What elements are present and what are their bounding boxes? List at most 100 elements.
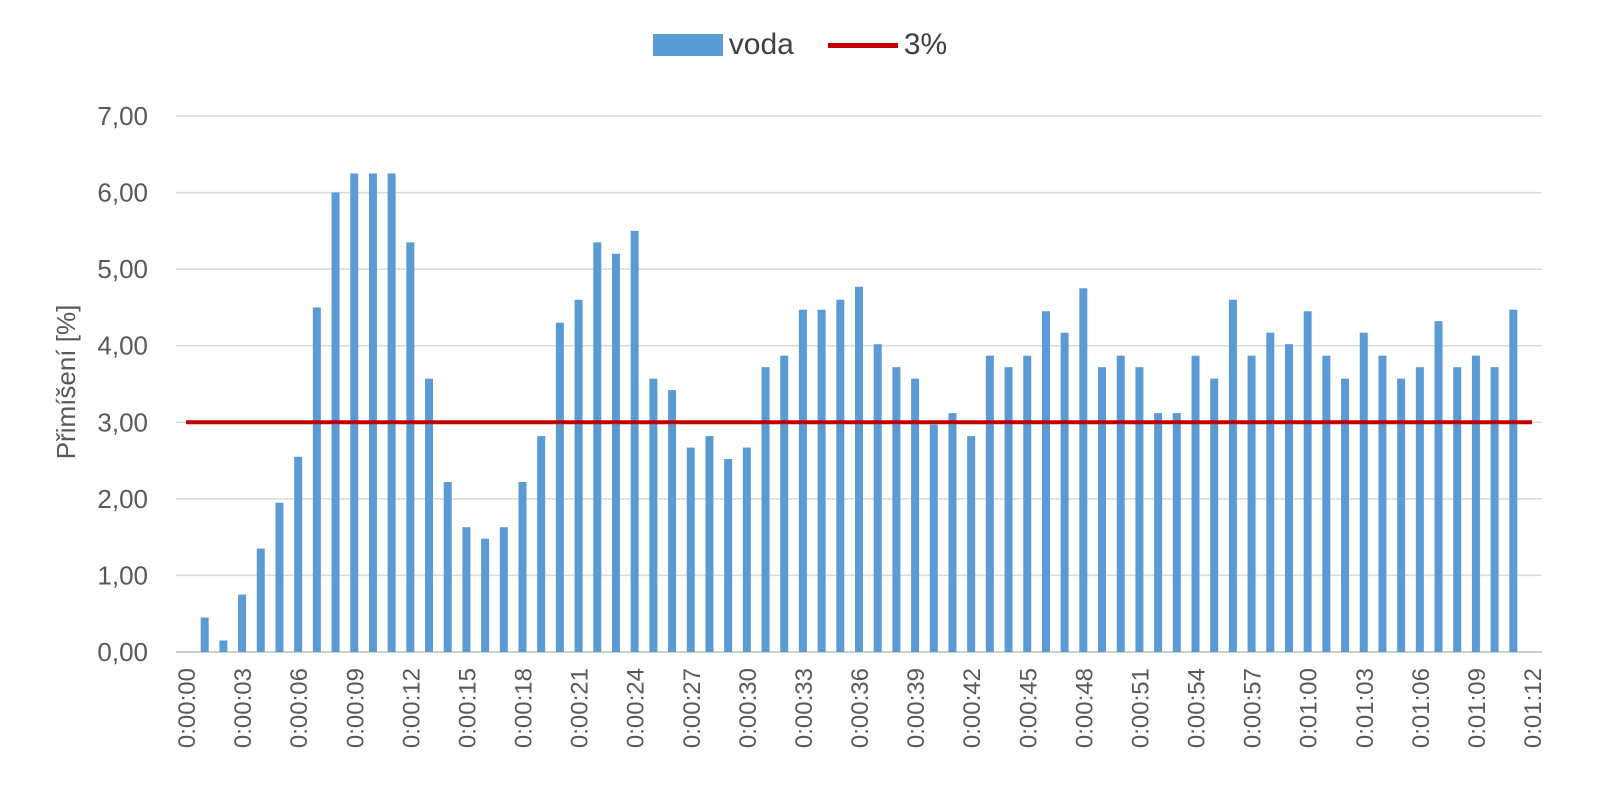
x-tick-label: 0:01:12	[1520, 668, 1547, 748]
bar-voda	[238, 594, 247, 652]
bar-voda	[649, 378, 658, 652]
bar-voda	[1509, 309, 1518, 652]
bar-voda	[1191, 355, 1200, 652]
bar-voda	[537, 436, 546, 652]
x-tick-label: 0:00:18	[511, 668, 538, 748]
bar-voda	[1341, 378, 1350, 652]
y-tick-label: 0,00	[97, 637, 148, 667]
x-tick-label: 0:00:48	[1071, 668, 1098, 748]
y-tick-label: 6,00	[97, 178, 148, 208]
y-tick-label: 4,00	[97, 331, 148, 361]
x-tick-label: 0:00:21	[567, 668, 594, 748]
x-tick-label: 0:01:09	[1464, 668, 1491, 748]
bar-voda	[611, 253, 620, 653]
bar-voda	[742, 447, 751, 652]
bar-voda	[948, 413, 957, 652]
bar-voda	[1210, 378, 1219, 652]
bar-voda	[387, 173, 396, 652]
bar-voda	[1004, 367, 1013, 652]
bar-voda	[219, 640, 228, 652]
bar-voda	[462, 527, 471, 652]
bar-voda	[798, 309, 807, 652]
bar-voda	[761, 367, 770, 652]
x-tick-label: 0:01:06	[1408, 668, 1435, 748]
legend-label-voda: voda	[728, 28, 794, 61]
legend: voda 3%	[0, 28, 1600, 62]
bar-voda	[481, 538, 490, 652]
x-tick-label: 0:00:39	[903, 668, 930, 748]
bar-voda	[1434, 321, 1443, 652]
bar-voda	[967, 436, 976, 652]
x-tick-label: 0:00:51	[1127, 668, 1154, 748]
bar-voda	[1247, 355, 1256, 652]
bar-voda	[873, 344, 882, 652]
bar-voda	[1116, 355, 1125, 652]
bar-voda	[686, 447, 695, 652]
x-tick-label: 0:00:15	[454, 668, 481, 748]
x-tick-label: 0:00:33	[791, 668, 818, 748]
bar-voda	[855, 286, 863, 652]
x-tick-label: 0:00:27	[679, 668, 706, 748]
bar-voda	[275, 502, 284, 652]
bar-voda	[929, 424, 938, 652]
bar-voda	[1415, 367, 1424, 652]
bar-voda	[200, 617, 209, 652]
bar-voda	[892, 367, 901, 652]
y-axis-label: Přimíšení [%]	[51, 305, 81, 460]
bar-voda	[574, 299, 583, 652]
x-tick-labels: 0:00:00 0:00:03 0:00:06 0:00:09 0:00:12 0:00:…	[174, 668, 1547, 748]
x-tick-label: 0:00:57	[1240, 668, 1267, 748]
y-tick-label: 3,00	[97, 407, 148, 437]
y-tick-label: 1,00	[97, 560, 148, 590]
bar-voda	[312, 307, 321, 652]
bar-voda	[425, 378, 434, 652]
bar-voda	[1490, 367, 1499, 652]
x-tick-label: 0:00:09	[342, 668, 369, 748]
bar-voda	[1079, 288, 1088, 652]
bar-voda	[668, 390, 677, 652]
bar-voda	[350, 173, 359, 652]
x-tick-label: 0:00:45	[1015, 668, 1042, 748]
bar-voda	[1284, 344, 1293, 652]
bar-voda	[555, 322, 564, 652]
x-tick-label: 0:00:36	[847, 668, 874, 748]
bar-voda	[1228, 299, 1237, 652]
legend-item-threshold: 3%	[827, 28, 947, 62]
bar-voda	[368, 173, 377, 652]
x-tick-label: 0:00:12	[398, 668, 425, 748]
bar-voda	[780, 355, 789, 652]
legend-swatch-threshold	[827, 42, 898, 48]
x-tick-label: 0:00:03	[230, 668, 257, 748]
x-tick-label: 0:00:24	[623, 668, 650, 748]
bar-voda	[705, 436, 714, 652]
bar-voda	[1378, 355, 1387, 652]
bar-voda	[1172, 413, 1181, 652]
bar-voda	[1453, 367, 1462, 652]
y-tick-label: 5,00	[97, 254, 148, 284]
bars	[200, 173, 1518, 653]
x-tick-label: 0:00:42	[959, 668, 986, 748]
bar-voda	[1041, 311, 1050, 652]
legend-item-voda: voda	[652, 28, 794, 62]
bar-voda	[256, 548, 265, 652]
bar-voda	[593, 242, 602, 653]
bar-voda	[817, 309, 826, 652]
bar-voda	[836, 299, 845, 652]
bar-voda	[911, 378, 920, 652]
bar-voda	[443, 482, 452, 652]
bar-voda	[1098, 367, 1107, 652]
bar-voda	[1266, 332, 1275, 652]
bar-voda	[499, 527, 508, 652]
bar-voda	[1060, 332, 1069, 652]
x-tick-label: 0:00:06	[286, 668, 313, 748]
x-tick-label: 0:01:00	[1296, 668, 1323, 748]
bar-voda	[1471, 355, 1480, 652]
bar-voda	[406, 242, 415, 653]
x-tick-label: 0:00:54	[1184, 668, 1211, 748]
y-tick-label: 2,00	[97, 484, 148, 514]
y-tick-labels: 0,00 1,00 2,00 3,00 4,00 5,00 6,00 7,00	[97, 101, 148, 667]
x-tick-label: 0:00:30	[735, 668, 762, 748]
bar-voda	[1023, 355, 1032, 652]
